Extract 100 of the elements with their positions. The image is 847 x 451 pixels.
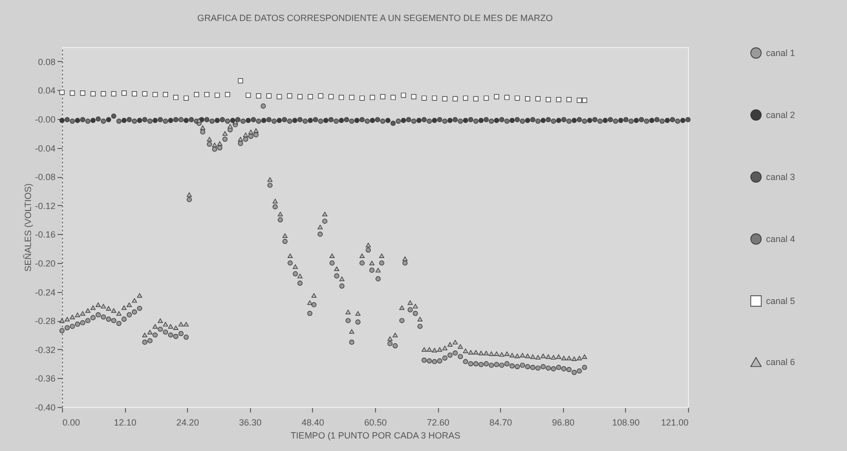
point [442, 118, 448, 124]
x-tick-label: 108.90 [612, 418, 640, 428]
point [582, 118, 588, 124]
point [411, 118, 416, 124]
point [85, 118, 90, 124]
point [323, 118, 328, 123]
point [380, 118, 386, 124]
point [458, 118, 463, 124]
point [370, 94, 375, 100]
y-tick-label: -0.04 [34, 143, 56, 154]
point [147, 118, 152, 124]
point [111, 91, 116, 96]
y-tick-label: -0.08 [34, 172, 56, 182]
point [122, 118, 127, 123]
y-tick-label: -0.16 [34, 230, 56, 240]
point [132, 118, 137, 124]
point [535, 96, 541, 102]
point [204, 117, 210, 122]
point [540, 118, 546, 123]
point [297, 117, 303, 122]
y-tick-label: -0.00 [34, 114, 56, 124]
x-axis-title: TIEMPO (1 PUNTO POR CADA 3 HORAS [290, 430, 460, 440]
point [380, 94, 386, 100]
y-tick-label: -0.12 [34, 200, 56, 211]
x-tick-label: 12.10 [114, 418, 136, 428]
point [634, 118, 639, 123]
point [411, 94, 416, 100]
point [556, 118, 562, 123]
point [546, 97, 551, 102]
point [354, 118, 360, 123]
y-tick-label: -0.32 [34, 344, 56, 355]
point [132, 91, 137, 96]
point [385, 118, 390, 123]
point [96, 116, 101, 122]
point [510, 118, 515, 123]
point [422, 117, 427, 122]
point [158, 117, 163, 122]
point [664, 118, 670, 123]
point [582, 98, 588, 103]
point [235, 117, 240, 122]
point [556, 97, 562, 102]
point [188, 117, 194, 122]
legend-label: canal 4 [766, 234, 796, 244]
point [178, 117, 184, 122]
point [422, 96, 427, 101]
point [250, 117, 256, 122]
point [576, 98, 582, 103]
legend-label: canal 5 [766, 296, 796, 306]
point [576, 117, 582, 122]
point [396, 118, 401, 124]
point [598, 118, 603, 124]
point [266, 117, 272, 122]
x-tick-label: 48.40 [302, 418, 324, 428]
point [90, 118, 96, 123]
point [566, 118, 572, 124]
point [370, 118, 375, 123]
point [525, 118, 530, 123]
point [214, 92, 220, 98]
point [499, 117, 504, 122]
point [64, 117, 70, 122]
point [292, 118, 298, 123]
point [561, 117, 566, 122]
point [246, 92, 251, 98]
point [432, 96, 438, 101]
point [302, 118, 308, 124]
point [437, 117, 442, 122]
point [468, 117, 474, 122]
point [520, 118, 525, 124]
point [173, 117, 178, 122]
y-tick-label: -0.36 [34, 374, 56, 384]
point [318, 93, 324, 98]
point [406, 117, 412, 122]
point [312, 117, 318, 122]
point [550, 118, 556, 124]
point [308, 94, 313, 100]
point [680, 118, 686, 123]
point [282, 117, 287, 122]
point [80, 117, 86, 122]
point [675, 118, 680, 124]
point [478, 118, 484, 123]
point [142, 117, 148, 122]
point [670, 117, 676, 122]
point [225, 92, 230, 98]
point [375, 117, 380, 122]
point [535, 118, 541, 124]
point [494, 94, 500, 100]
point [74, 118, 80, 123]
point [390, 94, 396, 100]
point [238, 78, 244, 84]
point [70, 118, 75, 124]
point [644, 118, 650, 124]
point [613, 118, 618, 124]
point [152, 92, 158, 98]
point [514, 96, 520, 101]
point [566, 97, 572, 102]
point [276, 94, 282, 100]
x-tick-label: 36.30 [239, 418, 262, 428]
point [137, 118, 142, 123]
point [308, 118, 313, 123]
x-tick-label: 24.20 [176, 418, 199, 428]
